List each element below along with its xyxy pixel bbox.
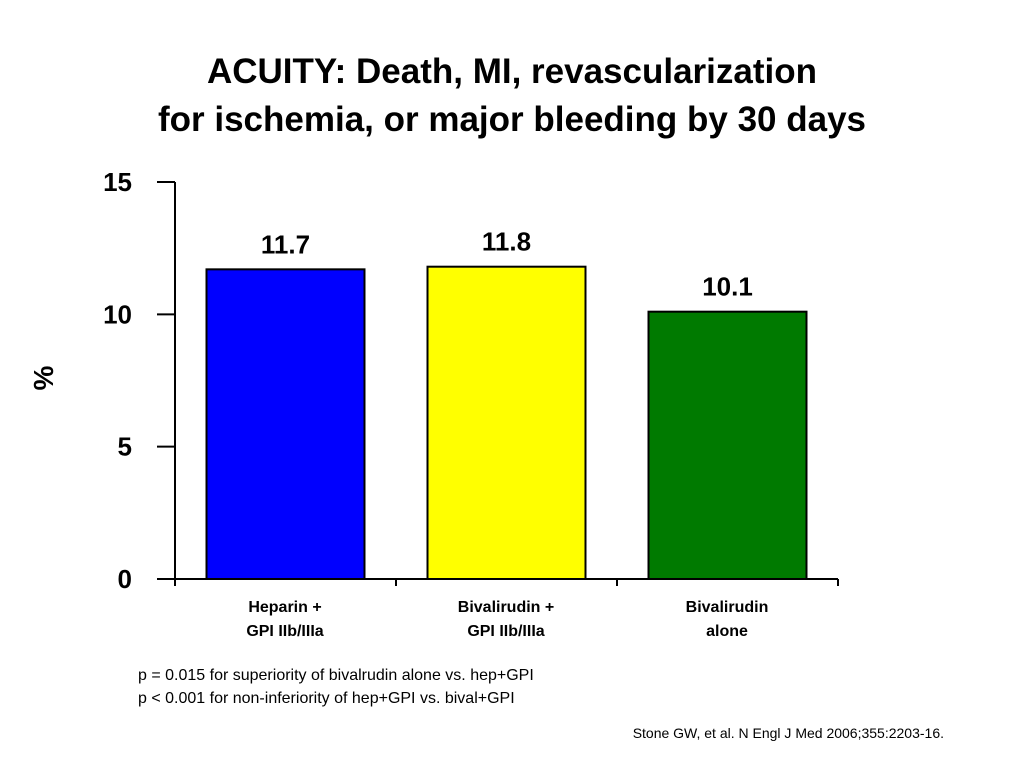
bar-1 — [205, 268, 366, 580]
chart-title-line-2: for ischemia, or major bleeding by 30 da… — [157, 100, 866, 139]
data-label-3: 10.1 — [702, 272, 753, 302]
bar-3 — [647, 310, 808, 580]
x-tick-label-2-line-1: Bivalirudin + — [458, 599, 554, 616]
y-tick-label-15: 15 — [103, 167, 132, 197]
data-label-1: 11.7 — [261, 229, 310, 259]
x-tick-label-3-line-1: Bivalirudin — [686, 599, 769, 616]
x-tick-label-1-line-2: GPI IIb/IIIa — [246, 623, 323, 640]
data-label-2: 11.8 — [482, 227, 531, 257]
x-tick-label-1-line-1: Heparin + — [248, 599, 321, 616]
x-tick-label-2-line-2: GPI IIb/IIIa — [467, 623, 544, 640]
p-value-note-superiority: p = 0.015 for superiority of bivalrudin … — [138, 667, 534, 684]
y-tick-label-5: 5 — [118, 432, 132, 462]
citation: Stone GW, et al. N Engl J Med 2006;355:2… — [632, 725, 944, 741]
y-axis-label: % — [28, 365, 59, 390]
y-tick-label-0: 0 — [118, 564, 132, 594]
bar-2 — [426, 265, 587, 580]
chart-title-line-1: ACUITY: Death, MI, revascularization — [206, 52, 818, 91]
x-tick-label-3-line-2: alone — [706, 623, 748, 640]
p-value-note-noninferiority: p < 0.001 for non-inferiority of hep+GPI… — [138, 690, 515, 707]
y-tick-label-10: 10 — [103, 299, 132, 329]
